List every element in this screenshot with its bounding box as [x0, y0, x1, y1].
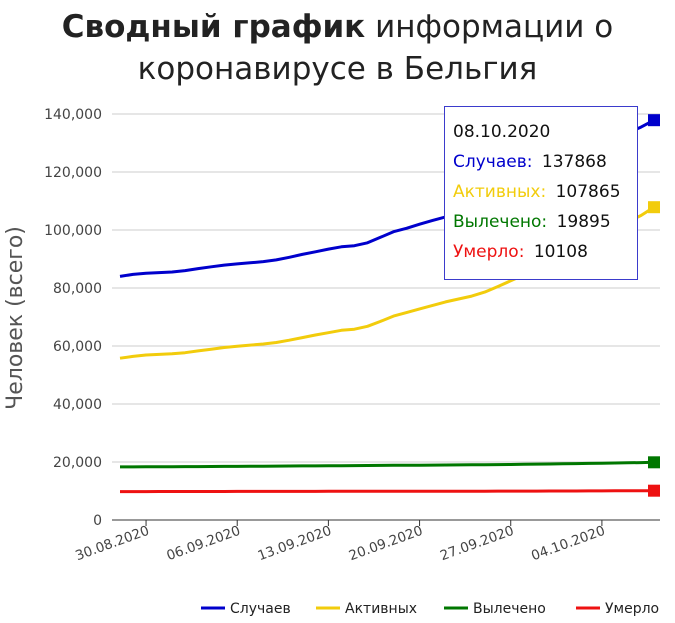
legend-label: Вылечено [473, 601, 546, 617]
x-tick-label: 04.10.2020 [529, 523, 607, 564]
tooltip-rows: Случаев: 137868 Активных: 107865 Вылечено:… [453, 147, 637, 267]
x-tick-label: 20.09.2020 [347, 523, 425, 564]
series-end-marker[interactable] [648, 114, 660, 127]
chart-title: Сводный график информации о коронавирусе… [0, 6, 675, 90]
y-tick-label: 60,000 [53, 339, 102, 355]
series-end-markers [648, 114, 660, 497]
tooltip-row: Активных: 107865 [453, 177, 637, 207]
y-tick-label: 140,000 [44, 107, 102, 123]
legend-label: Активных [345, 601, 417, 617]
tooltip-row-value: 107865 [555, 182, 621, 202]
tooltip-row: Умерло: 10108 [453, 237, 637, 267]
tooltip-row-label: Вылечено: [453, 212, 548, 232]
series-end-marker[interactable] [648, 456, 660, 469]
tooltip-row-value: 10108 [533, 242, 588, 262]
y-tick-label: 40,000 [53, 397, 102, 413]
legend-item[interactable]: Активных [316, 601, 417, 617]
y-axis-label: Человек (всего) [3, 226, 28, 410]
x-tick-label: 30.08.2020 [73, 523, 151, 564]
chart-title-bold: Сводный график [61, 9, 366, 45]
legend-item[interactable]: Умерло [576, 601, 659, 617]
y-tick-label: 100,000 [44, 223, 102, 239]
tooltip-row-value: 137868 [541, 152, 607, 172]
series-end-marker[interactable] [648, 201, 660, 214]
legend-label: Умерло [605, 601, 659, 617]
legend[interactable]: Случаев Активных Вылечено Умерло [201, 601, 659, 617]
tooltip-row: Случаев: 137868 [453, 147, 637, 177]
series-line [120, 460, 655, 469]
tooltip-row-label: Активных: [453, 182, 547, 202]
x-tick-label: 27.09.2020 [438, 523, 516, 564]
y-tick-label: 0 [93, 513, 102, 529]
tooltip-row: Вылечено: 19895 [453, 207, 637, 237]
tooltip-row-label: Случаев: [453, 152, 533, 172]
tooltip-date: 08.10.2020 [453, 122, 551, 142]
y-tick-label: 20,000 [53, 455, 102, 471]
chart-title-rest: информации о коронавирусе в Бельгия [137, 9, 614, 87]
tooltip: 08.10.2020 Случаев: 137868 Активных: 1078… [444, 106, 638, 280]
x-tick-label: 13.09.2020 [256, 523, 334, 564]
grid-lines [112, 113, 660, 521]
legend-item[interactable]: Вылечено [444, 601, 546, 617]
x-axis-ticks: 30.08.2020 06.09.2020 13.09.2020 20.09.2020… [73, 520, 607, 564]
y-tick-label: 80,000 [53, 281, 102, 297]
x-tick-label: 06.09.2020 [164, 523, 242, 564]
tooltip-row-label: Умерло: [453, 242, 525, 262]
y-tick-label: 120,000 [44, 165, 102, 181]
series-line [120, 489, 654, 494]
legend-label: Случаев [230, 601, 291, 617]
legend-item[interactable]: Случаев [201, 601, 291, 617]
y-axis-ticks: 0 20,000 40,000 60,000 80,000 100,000 120,000 1… [44, 107, 102, 529]
series-end-marker[interactable] [648, 484, 660, 497]
tooltip-row-value: 19895 [556, 212, 611, 232]
